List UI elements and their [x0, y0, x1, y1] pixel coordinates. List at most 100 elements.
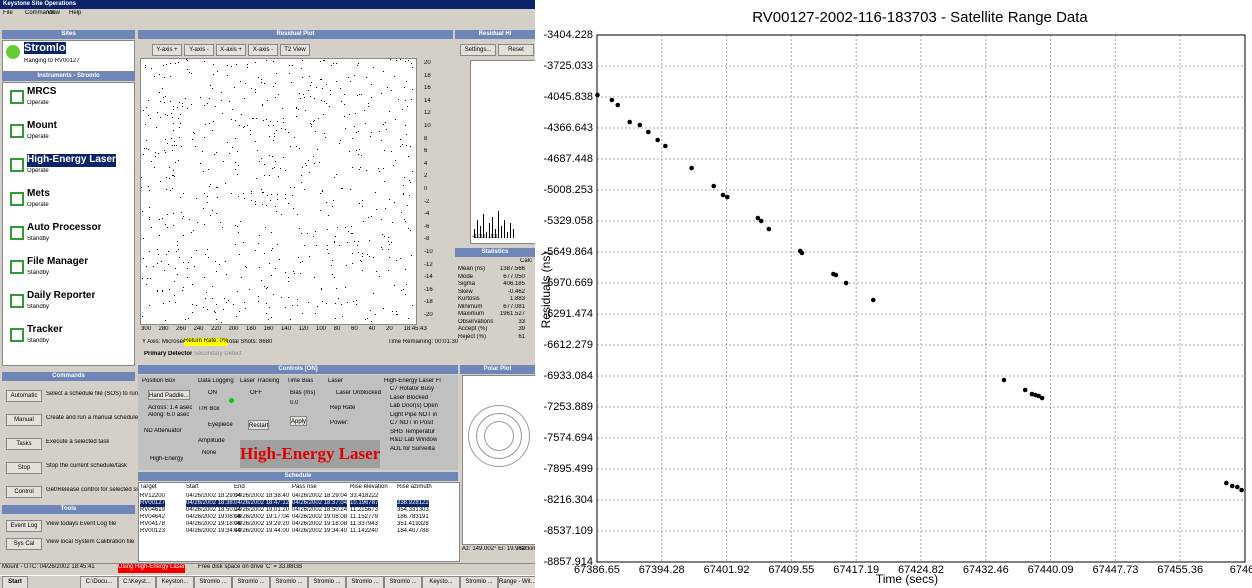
plot-dot	[254, 201, 256, 203]
task-item[interactable]: Range - Wit...	[498, 576, 535, 588]
histogram-button[interactable]: Settings...	[460, 44, 496, 56]
task-item[interactable]: Stromlo ...	[270, 576, 308, 588]
plot-button[interactable]: T2 View	[280, 44, 310, 56]
control-none[interactable]: None	[202, 450, 217, 456]
point	[758, 218, 764, 224]
plot-dot	[351, 252, 353, 254]
plot-dot	[178, 126, 180, 128]
schedule-cell: 11.215673	[350, 507, 378, 513]
control-off[interactable]: OFF	[250, 390, 262, 396]
start-button[interactable]: Start	[2, 576, 28, 588]
plot-dot	[162, 217, 164, 219]
plot-dot	[255, 62, 257, 64]
plot-dot	[186, 107, 188, 109]
menu-item[interactable]: Help	[69, 10, 82, 16]
task-item[interactable]: Stromlo ...	[384, 576, 422, 588]
command-button[interactable]: Tasks	[6, 438, 42, 450]
plot-dot	[344, 104, 346, 106]
plot-dot	[240, 277, 242, 279]
task-item[interactable]: C:\Keyst...	[118, 576, 156, 588]
y-tick-label: -6933.084	[543, 370, 593, 382]
plot-dot	[407, 317, 409, 319]
detector-tab[interactable]: Secondary Detector	[194, 351, 242, 357]
instrument-name[interactable]: File Manager	[27, 256, 89, 267]
control-eyepiece[interactable]: Eyepiece	[208, 422, 233, 428]
command-button[interactable]: Stop	[6, 462, 42, 474]
plot-dot	[382, 168, 384, 170]
task-item[interactable]: Keysto...	[422, 576, 460, 588]
control-restart[interactable]: Restart	[248, 420, 270, 430]
plot-dot	[405, 124, 407, 126]
plot-dot	[377, 167, 379, 169]
control-hand-paddle[interactable]: Hand Paddle...	[148, 390, 190, 400]
plot-dot	[345, 227, 347, 229]
plot-dot	[303, 245, 305, 247]
instrument-name[interactable]: MRCS	[27, 86, 57, 97]
task-item[interactable]: Stromlo ...	[194, 576, 232, 588]
tool-button[interactable]: Sys Cal	[6, 538, 42, 550]
plot-button[interactable]: X-axis +	[216, 44, 246, 56]
plot-dot	[285, 129, 287, 131]
plot-dot	[192, 312, 194, 314]
command-button[interactable]: Control	[6, 486, 42, 498]
control-apply[interactable]: Apply	[290, 416, 308, 426]
tool-button[interactable]: Event Log	[6, 520, 42, 532]
detector-tab[interactable]: Primary Detector	[144, 351, 192, 357]
schedule-cell: 04/26/2002 19:08:08	[186, 514, 242, 520]
task-item[interactable]: Stromlo ...	[460, 576, 498, 588]
histogram-panel	[470, 60, 535, 244]
plot-dot	[285, 169, 287, 171]
plot-dot	[182, 193, 184, 195]
command-button[interactable]: Manual	[6, 414, 42, 426]
plot-dot	[245, 266, 247, 268]
command-button[interactable]: Automatic	[6, 390, 42, 402]
menu-item[interactable]: Commands	[25, 10, 56, 16]
plot-dot	[390, 241, 392, 243]
plot-dot	[211, 87, 213, 89]
plot-dot	[301, 232, 303, 234]
point	[1001, 377, 1007, 383]
plot-dot	[270, 193, 272, 195]
plot-dot	[328, 252, 330, 254]
plot-dot	[163, 76, 165, 78]
residual-plot	[140, 58, 417, 325]
instrument-name[interactable]: Mets	[27, 188, 50, 199]
plot-button[interactable]: Y-axis +	[152, 44, 182, 56]
plot-dot	[358, 169, 360, 171]
histogram-button[interactable]: Reset	[498, 44, 534, 56]
plot-dot	[333, 241, 335, 243]
instrument-name[interactable]: Daily Reporter	[27, 290, 96, 301]
plot-dot	[236, 174, 238, 176]
plot-dot	[348, 230, 350, 232]
plot-button[interactable]: Y-axis -	[184, 44, 214, 56]
plot-dot	[254, 91, 256, 93]
plot-dot	[336, 80, 338, 82]
plot-dot	[276, 129, 278, 131]
plot-dot	[411, 305, 413, 307]
plot-dot	[405, 221, 407, 223]
plot-dot	[304, 189, 306, 191]
instrument-name[interactable]: Mount	[27, 120, 57, 131]
plot-dot	[145, 107, 147, 109]
instrument-name[interactable]: Tracker	[27, 324, 63, 335]
plot-dot	[144, 123, 146, 125]
instrument-name[interactable]: Auto Processor	[27, 222, 102, 233]
plot-dot	[375, 271, 377, 273]
task-item[interactable]: Keyston...	[156, 576, 194, 588]
menu-item[interactable]: File	[3, 10, 13, 16]
task-item[interactable]: Stromlo ...	[346, 576, 384, 588]
plot-dot	[333, 62, 335, 64]
task-item[interactable]: C:\Docu...	[80, 576, 118, 588]
instrument-name[interactable]: High-Energy Laser	[27, 154, 116, 167]
control-on[interactable]: ON	[208, 390, 217, 396]
point	[646, 129, 651, 135]
plot-dot	[406, 204, 408, 206]
plot-button[interactable]: X-axis -	[248, 44, 278, 56]
menu-item[interactable]: View	[47, 10, 60, 16]
task-item[interactable]: Stromlo ...	[232, 576, 270, 588]
task-item[interactable]: Stromlo ...	[308, 576, 346, 588]
instrument-check	[10, 124, 24, 138]
schedule-cell: RV12200	[140, 493, 165, 499]
y-tick-label: -8537.109	[543, 525, 593, 537]
plot-dot	[320, 192, 322, 194]
